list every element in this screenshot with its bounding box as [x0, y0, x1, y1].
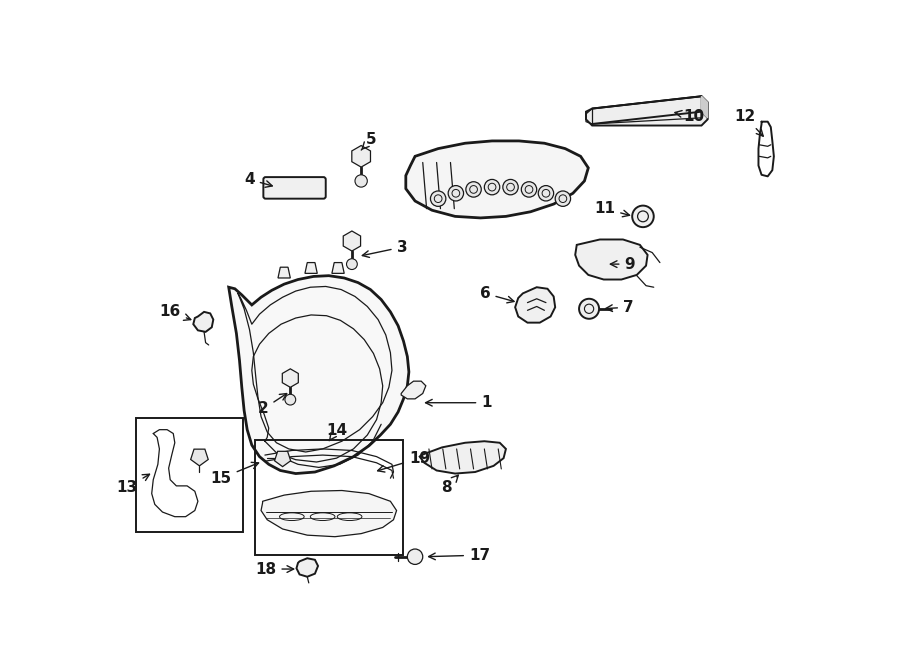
Text: 13: 13	[117, 474, 149, 495]
Text: 12: 12	[734, 109, 763, 136]
Polygon shape	[261, 490, 397, 537]
Text: 5: 5	[361, 132, 376, 150]
Text: 7: 7	[606, 299, 634, 315]
Text: 15: 15	[211, 462, 258, 486]
Circle shape	[408, 549, 423, 564]
Circle shape	[484, 179, 500, 195]
Polygon shape	[701, 97, 707, 118]
Circle shape	[448, 186, 464, 201]
Circle shape	[632, 206, 653, 227]
Text: 6: 6	[480, 286, 514, 303]
Polygon shape	[515, 288, 555, 323]
Circle shape	[555, 191, 571, 206]
Circle shape	[285, 394, 296, 405]
Text: 18: 18	[256, 562, 293, 576]
Circle shape	[521, 182, 536, 197]
Text: 11: 11	[594, 201, 629, 217]
Text: 10: 10	[675, 109, 704, 124]
Text: 8: 8	[441, 475, 458, 495]
Polygon shape	[401, 381, 426, 399]
Circle shape	[579, 299, 599, 319]
Polygon shape	[332, 262, 344, 274]
Polygon shape	[586, 97, 707, 126]
Circle shape	[466, 182, 482, 197]
Bar	[255, 440, 402, 555]
Text: 4: 4	[244, 172, 273, 187]
FancyBboxPatch shape	[264, 177, 326, 199]
Text: 19: 19	[378, 451, 430, 472]
Text: 14: 14	[326, 423, 347, 441]
Text: 9: 9	[610, 256, 635, 272]
Text: 17: 17	[428, 548, 491, 563]
Polygon shape	[296, 559, 318, 577]
Text: 2: 2	[258, 393, 287, 416]
Circle shape	[538, 186, 554, 201]
Polygon shape	[419, 442, 506, 473]
Polygon shape	[229, 276, 409, 473]
Text: 16: 16	[159, 304, 191, 321]
Circle shape	[346, 258, 357, 270]
Circle shape	[355, 175, 367, 187]
Polygon shape	[575, 239, 648, 280]
Bar	[136, 418, 243, 532]
Polygon shape	[406, 141, 589, 218]
Polygon shape	[278, 267, 291, 278]
Circle shape	[503, 179, 518, 195]
Polygon shape	[194, 312, 213, 332]
Text: 3: 3	[363, 240, 407, 257]
Circle shape	[430, 191, 446, 206]
Polygon shape	[305, 262, 318, 274]
Text: 1: 1	[426, 395, 491, 410]
